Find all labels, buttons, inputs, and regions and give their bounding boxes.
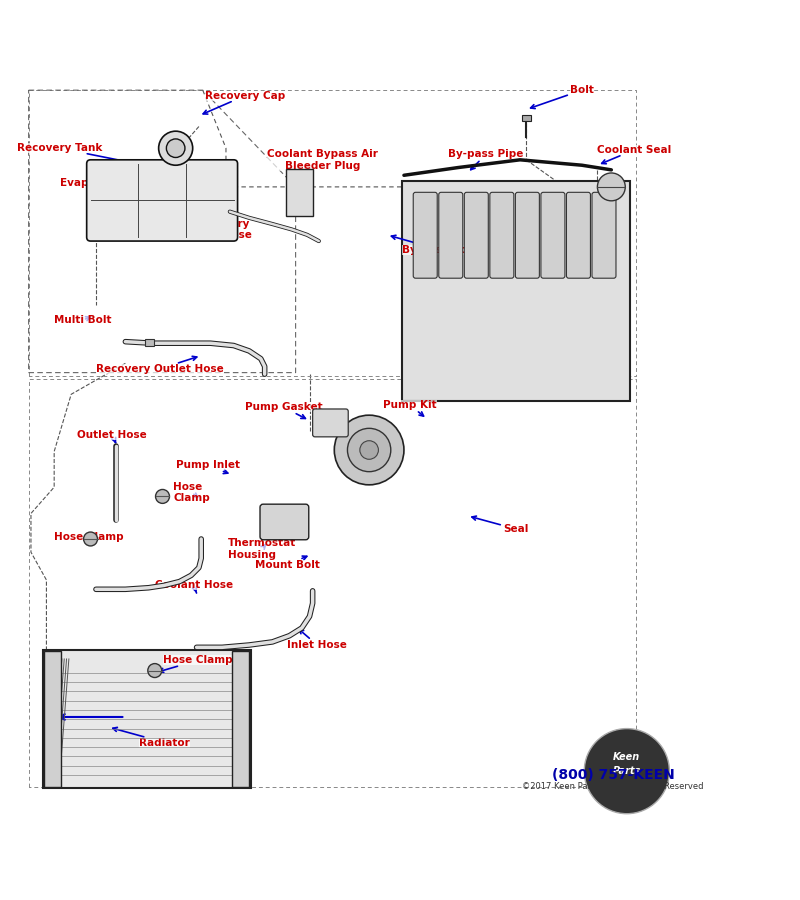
Circle shape bbox=[166, 139, 185, 158]
FancyBboxPatch shape bbox=[313, 409, 348, 436]
FancyBboxPatch shape bbox=[592, 193, 616, 278]
FancyBboxPatch shape bbox=[464, 193, 488, 278]
FancyBboxPatch shape bbox=[515, 193, 539, 278]
Circle shape bbox=[148, 663, 162, 678]
Text: Multi Bolt: Multi Bolt bbox=[54, 315, 112, 325]
FancyBboxPatch shape bbox=[541, 193, 565, 278]
Text: Parts: Parts bbox=[613, 766, 641, 776]
Text: Hose Clamp: Hose Clamp bbox=[159, 655, 232, 672]
Text: (800) 757-KEEN: (800) 757-KEEN bbox=[551, 768, 674, 782]
Text: Seal: Seal bbox=[472, 516, 528, 534]
Text: Mount Bolt: Mount Bolt bbox=[255, 556, 320, 570]
Circle shape bbox=[155, 490, 170, 503]
Text: Recovery
Inlet Hose: Recovery Inlet Hose bbox=[192, 215, 252, 240]
Text: Radiator: Radiator bbox=[113, 727, 190, 748]
Text: Inlet Hose: Inlet Hose bbox=[287, 629, 347, 650]
Circle shape bbox=[83, 532, 98, 546]
Text: Thermostat
Housing: Thermostat Housing bbox=[227, 538, 296, 560]
Text: Recovery Cap: Recovery Cap bbox=[203, 91, 286, 114]
FancyBboxPatch shape bbox=[402, 182, 630, 401]
Circle shape bbox=[360, 441, 378, 459]
Bar bbox=[232, 652, 249, 787]
FancyBboxPatch shape bbox=[566, 193, 590, 278]
Bar bbox=[44, 652, 61, 787]
Text: Coolant Hose: Coolant Hose bbox=[154, 580, 233, 593]
Text: By-pass Pipe: By-pass Pipe bbox=[448, 149, 524, 170]
Text: Pump Inlet: Pump Inlet bbox=[176, 461, 240, 473]
Bar bbox=[145, 338, 154, 346]
Text: Evaporator Nut: Evaporator Nut bbox=[59, 178, 150, 190]
Text: By-pass Hose: By-pass Hose bbox=[391, 235, 481, 256]
Text: Hose Clamp: Hose Clamp bbox=[54, 532, 124, 544]
Text: Hose
Clamp: Hose Clamp bbox=[174, 482, 210, 503]
Circle shape bbox=[347, 428, 390, 472]
Circle shape bbox=[334, 415, 404, 485]
Text: Pump Kit: Pump Kit bbox=[383, 400, 437, 416]
Text: Pump Gasket: Pump Gasket bbox=[245, 402, 323, 418]
Bar bbox=[522, 115, 531, 122]
Text: Keen: Keen bbox=[613, 752, 641, 762]
FancyBboxPatch shape bbox=[438, 193, 462, 278]
FancyBboxPatch shape bbox=[260, 504, 309, 540]
FancyBboxPatch shape bbox=[414, 193, 438, 278]
Text: Bolt: Bolt bbox=[530, 86, 594, 109]
FancyBboxPatch shape bbox=[42, 650, 250, 788]
FancyBboxPatch shape bbox=[490, 193, 514, 278]
Circle shape bbox=[158, 131, 193, 166]
FancyBboxPatch shape bbox=[86, 160, 238, 241]
Text: Coolant Bypass Air
Bleeder Plug: Coolant Bypass Air Bleeder Plug bbox=[267, 149, 378, 182]
Text: Recovery Tank: Recovery Tank bbox=[17, 143, 140, 166]
Text: Outlet Hose: Outlet Hose bbox=[78, 429, 147, 443]
Circle shape bbox=[584, 729, 670, 814]
Text: Recovery Outlet Hose: Recovery Outlet Hose bbox=[96, 356, 224, 374]
Bar bbox=[286, 169, 314, 215]
Circle shape bbox=[598, 173, 626, 201]
Text: Coolant Seal: Coolant Seal bbox=[598, 145, 672, 164]
Text: ©2017 Keen Parts, Inc. All Rights Reserved: ©2017 Keen Parts, Inc. All Rights Reserv… bbox=[522, 782, 704, 791]
